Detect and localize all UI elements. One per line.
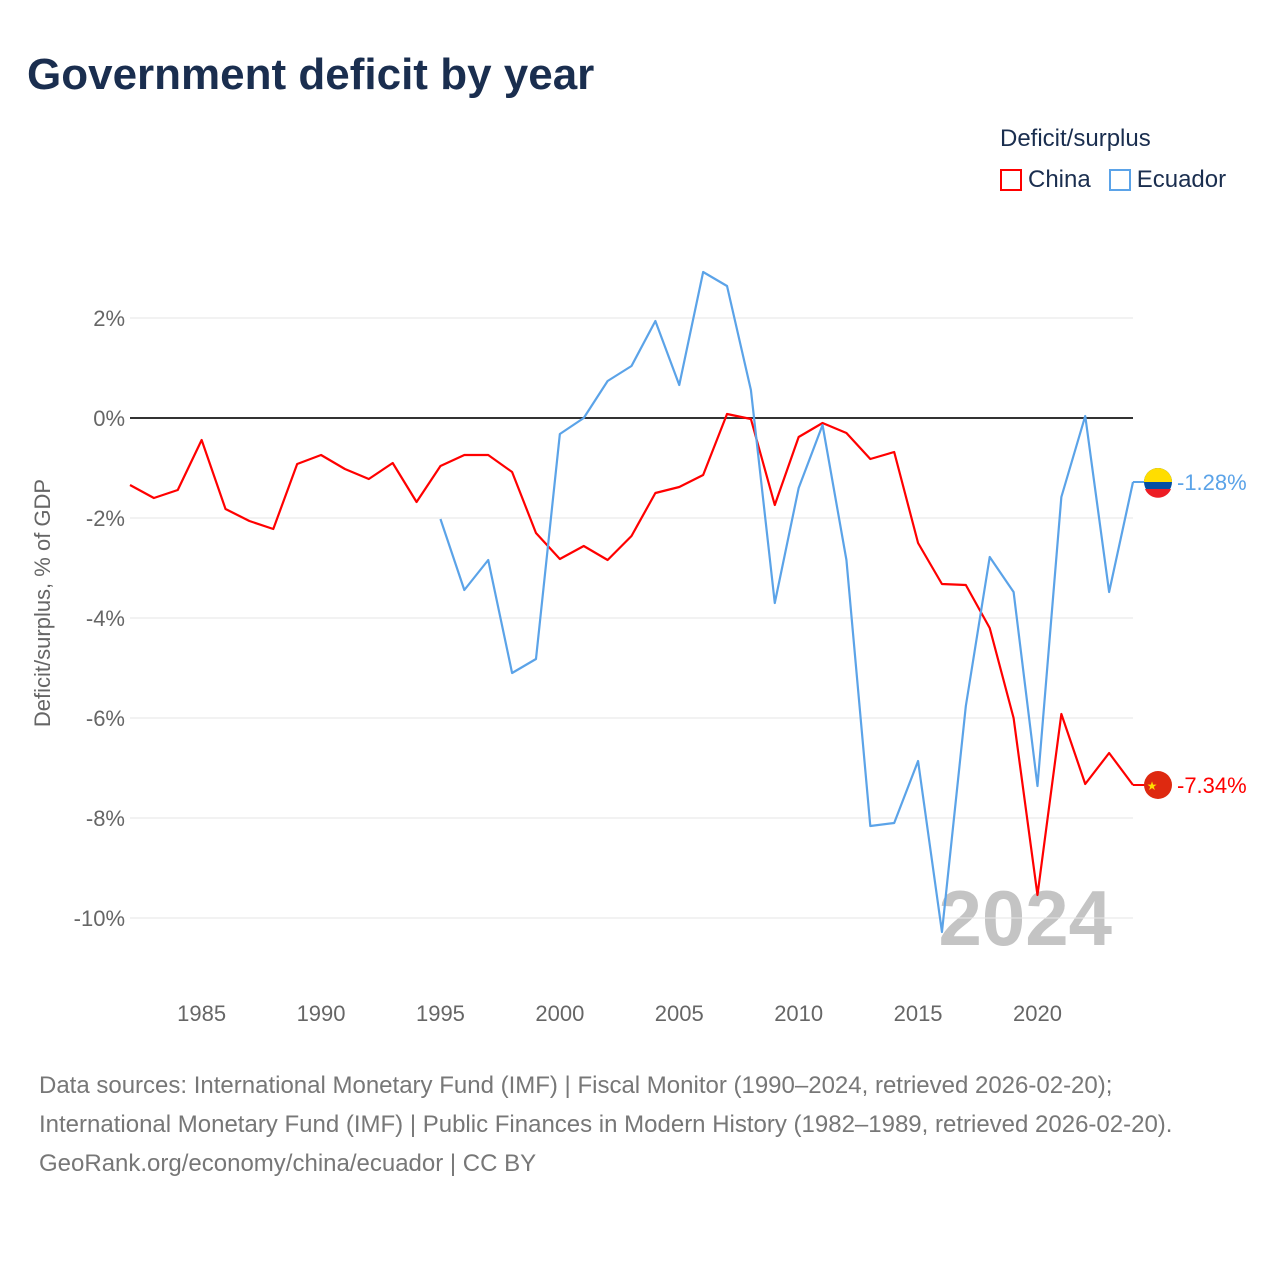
legend-swatch-ecuador	[1108, 169, 1131, 191]
y-tick-label: -6%	[86, 706, 125, 731]
legend: China Ecuador	[1000, 166, 1226, 194]
flag-yellow	[1144, 468, 1172, 482]
y-tick-label: 2%	[93, 306, 125, 331]
legend-title: Deficit/surplus	[1000, 125, 1151, 152]
series-line-ecuador	[439, 270, 1135, 934]
legend-item-china[interactable]: China	[1000, 166, 1091, 194]
y-tick-label: -4%	[86, 606, 125, 631]
x-tick-label: 1995	[416, 1001, 465, 1026]
x-tick-label: 1990	[297, 1001, 346, 1026]
x-tick-label: 2020	[1013, 1001, 1062, 1026]
footer: Data sources: International Monetary Fun…	[39, 1066, 1239, 1183]
y-tick-label: -2%	[86, 506, 125, 531]
x-tick-label: 1985	[177, 1001, 226, 1026]
legend-swatch-china	[1000, 169, 1022, 191]
series-line-china	[129, 412, 1134, 897]
flag-star: ★	[1147, 779, 1158, 793]
legend-label: China	[1028, 166, 1091, 193]
y-tick-label: -8%	[86, 806, 125, 831]
china-flag-icon	[1144, 771, 1172, 799]
legend-item-ecuador[interactable]: Ecuador	[1108, 166, 1227, 194]
y-tick-label: 0%	[93, 406, 125, 431]
x-tick-label: 2000	[535, 1001, 584, 1026]
credit-link[interactable]: GeoRank.org/economy/china/ecuador | CC B…	[39, 1150, 537, 1177]
flag-red	[1145, 489, 1171, 498]
legend-label: Ecuador	[1136, 166, 1227, 193]
y-axis-label: Deficit/surplus, % of GDP	[30, 479, 55, 727]
x-tick-label: 2005	[655, 1001, 704, 1026]
end-value-label: -1.28%	[1177, 470, 1247, 495]
x-tick-label: 2015	[894, 1001, 943, 1026]
page-title: Government deficit by year	[27, 50, 595, 99]
end-value-label: -7.34%	[1177, 773, 1247, 798]
x-tick-label: 2010	[774, 1001, 823, 1026]
data-sources: Data sources: International Monetary Fun…	[39, 1072, 1173, 1138]
y-tick-label: -10%	[74, 906, 125, 931]
